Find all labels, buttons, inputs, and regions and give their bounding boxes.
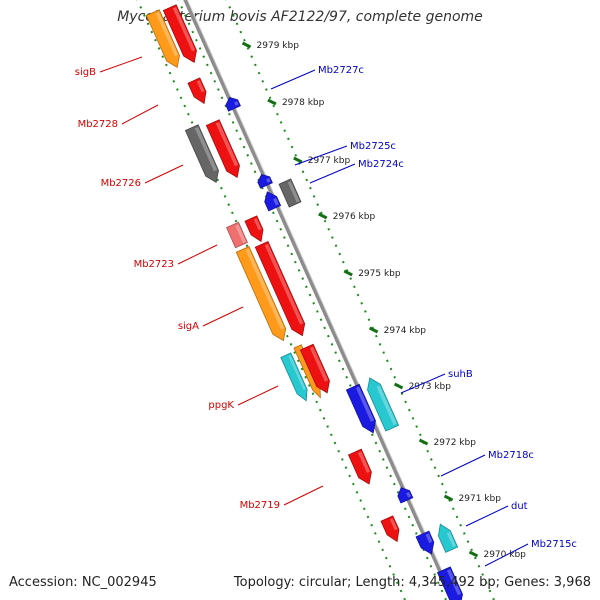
gene-feature <box>244 215 264 243</box>
gene-feature <box>367 377 400 432</box>
gene-feature <box>205 119 240 179</box>
gene-feature <box>254 240 306 337</box>
map-title: Mycobacterium bovis AF2122/97, complete … <box>117 9 483 25</box>
forward-track-outer <box>177 0 447 600</box>
gene-feature <box>257 174 273 189</box>
reverse-gene-label: Mb2718c <box>488 450 534 461</box>
scale-tick-label: 2970 kbp <box>483 550 526 560</box>
callout-line <box>400 373 446 394</box>
scale-tick <box>443 494 454 502</box>
scale-tick-label: 2979 kbp <box>257 41 300 51</box>
callout-line <box>465 505 509 527</box>
gene-feature <box>145 9 180 69</box>
gene-features <box>145 4 463 600</box>
scale-tick-label: 2973 kbp <box>409 382 452 392</box>
reverse-gene-label: Mb2715c <box>531 539 577 550</box>
scale-tick <box>393 382 404 390</box>
forward-gene-label: Mb2728 <box>78 119 118 130</box>
scale-tick-label: 2971 kbp <box>459 494 502 504</box>
callout-line <box>99 56 143 73</box>
gene-feature <box>437 523 459 553</box>
gene-feature <box>345 383 376 434</box>
callout-line <box>484 543 529 567</box>
genome-summary: Topology: circular; Length: 4,345,492 bp… <box>233 575 591 590</box>
accession-label: Accession: NC_002945 <box>9 575 157 590</box>
scale-tick <box>318 212 328 220</box>
forward-gene-label: Mb2726 <box>101 178 141 189</box>
gene-feature <box>184 124 219 184</box>
callout-line <box>177 244 218 265</box>
gene-feature <box>235 245 287 342</box>
forward-gene-label: sigA <box>178 321 199 332</box>
callout-line <box>309 163 356 184</box>
forward-gene-label: Mb2719 <box>240 500 280 511</box>
gene-feature <box>162 4 197 64</box>
gene-feature <box>278 178 302 208</box>
reverse-gene-label: Mb2725c <box>350 141 396 152</box>
reverse-gene-label: Mb2724c <box>358 159 404 170</box>
callout-line <box>283 485 324 506</box>
callout-line <box>237 385 279 406</box>
reverse-track-line <box>225 0 495 600</box>
gene-feature <box>187 77 207 105</box>
gene-feature <box>280 352 308 402</box>
gene-feature <box>347 448 372 485</box>
forward-gene-label: ppgK <box>208 400 234 411</box>
scale-tick-label: 2976 kbp <box>333 212 376 222</box>
reverse-gene-label: dut <box>511 501 528 512</box>
scale-tick <box>293 156 303 164</box>
scale-tick-label: 2975 kbp <box>358 269 401 279</box>
scale-tick <box>468 550 479 558</box>
scale-tick <box>418 438 429 446</box>
gene-feature <box>264 191 282 212</box>
reverse-gene-label: suhB <box>448 369 473 380</box>
gene-feature <box>415 530 435 555</box>
callout-line <box>121 104 159 125</box>
scale-tick <box>241 41 252 49</box>
genome-backbone <box>183 0 455 600</box>
gene-feature <box>397 487 414 504</box>
scale-ticks: 2979 kbp 2978 kbp 2977 kbp 2976 kbp 2975 kbp… <box>241 41 526 560</box>
callout-line <box>202 306 244 327</box>
gene-callouts: sigB Mb2728 Mb2726 Mb2723 sigA ppgK Mb2719 Mb27… <box>75 56 577 567</box>
scale-tick-label: 2974 kbp <box>384 326 427 336</box>
forward-gene-label: sigB <box>75 67 96 78</box>
scale-tick-label: 2972 kbp <box>434 438 477 448</box>
scale-tick-label: 2978 kbp <box>282 98 325 108</box>
gene-feature <box>225 97 241 112</box>
callout-line <box>440 454 486 477</box>
callout-line <box>144 164 184 184</box>
scale-tick <box>343 269 353 277</box>
gene-feature <box>380 515 400 543</box>
gene-feature <box>436 566 463 600</box>
scale-tick <box>267 98 277 106</box>
scale-tick <box>368 326 379 334</box>
callout-line <box>294 145 348 166</box>
callout-line <box>270 69 316 90</box>
gene-feature <box>226 221 248 249</box>
scale-tick-label: 2977 kbp <box>308 156 351 166</box>
reverse-gene-label: Mb2727c <box>318 65 364 76</box>
forward-gene-label: Mb2723 <box>134 259 174 270</box>
gene-feature <box>299 343 330 394</box>
